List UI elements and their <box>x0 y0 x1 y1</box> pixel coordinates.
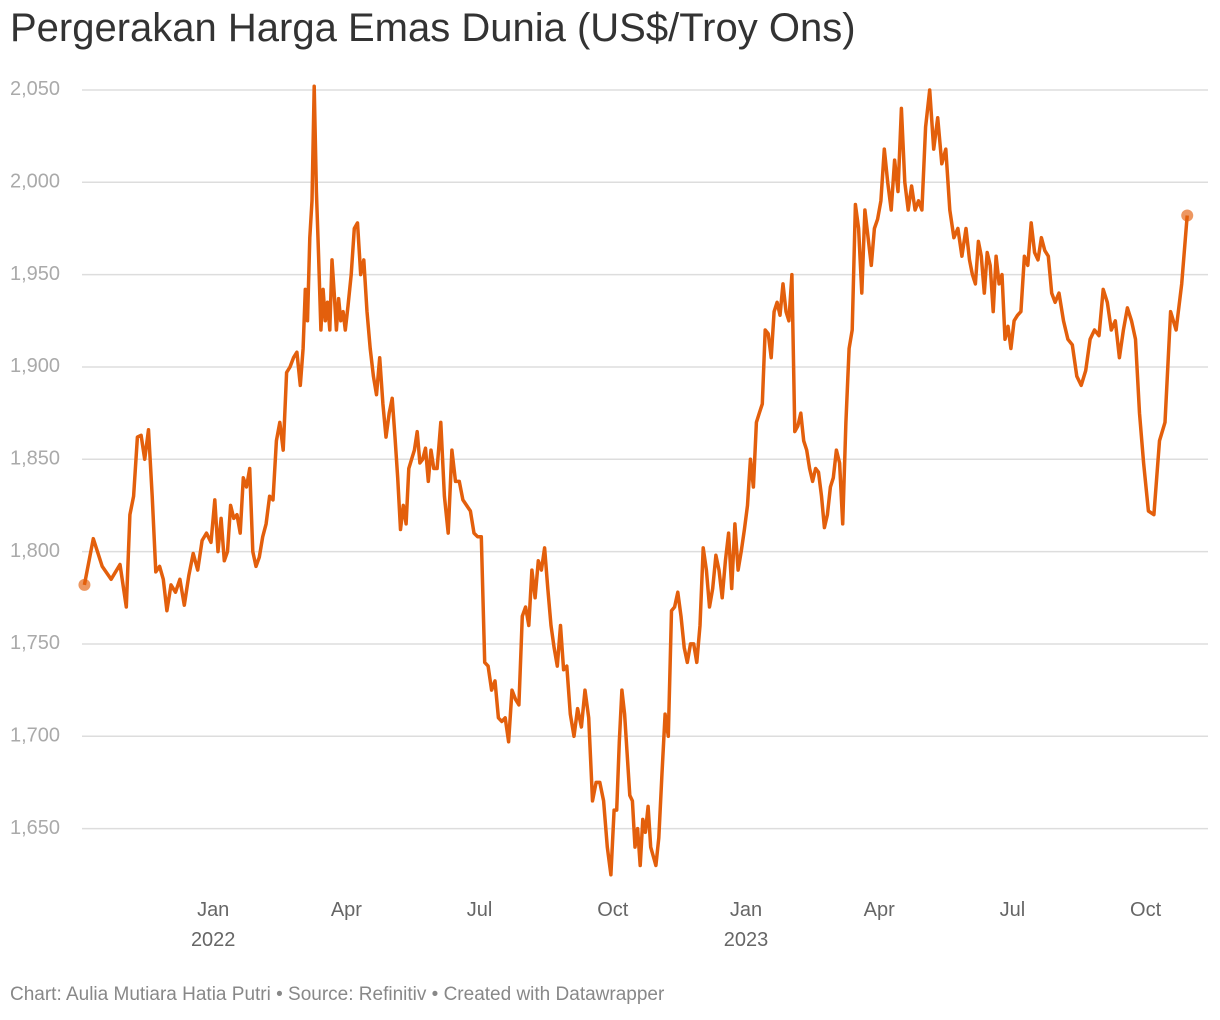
price-line <box>82 84 1189 877</box>
y-tick-label: 1,750 <box>10 632 60 654</box>
x-tick-label: Apr <box>863 899 895 921</box>
y-tick-label: 1,850 <box>10 448 60 470</box>
y-tick-label: 2,000 <box>10 171 60 193</box>
y-tick-label: 1,800 <box>10 540 60 562</box>
chart-title: Pergerakan Harga Emas Dunia (US$/Troy On… <box>10 6 856 50</box>
y-tick-label: 1,950 <box>10 263 60 285</box>
endpoint-marker <box>78 578 91 591</box>
x-tick-label: Jul <box>466 899 493 921</box>
y-tick-label: 1,900 <box>10 355 60 377</box>
x-tick-label: Jan 2023 <box>723 899 769 951</box>
x-tick-label: Jul <box>999 899 1026 921</box>
footer: Chart: Aulia Mutiara Hatia Putri • Sourc… <box>10 984 665 1005</box>
y-tick-label: 1,700 <box>10 725 60 747</box>
y-tick-label: 2,050 <box>10 78 60 100</box>
y-tick-label: 1,650 <box>10 817 60 839</box>
x-tick-label: Oct <box>1130 899 1162 921</box>
x-tick-label: Jan 2022 <box>190 899 236 951</box>
x-tick-label: Oct <box>597 899 629 921</box>
x-tick-label: Apr <box>330 899 362 921</box>
endpoint-marker <box>1181 209 1194 222</box>
